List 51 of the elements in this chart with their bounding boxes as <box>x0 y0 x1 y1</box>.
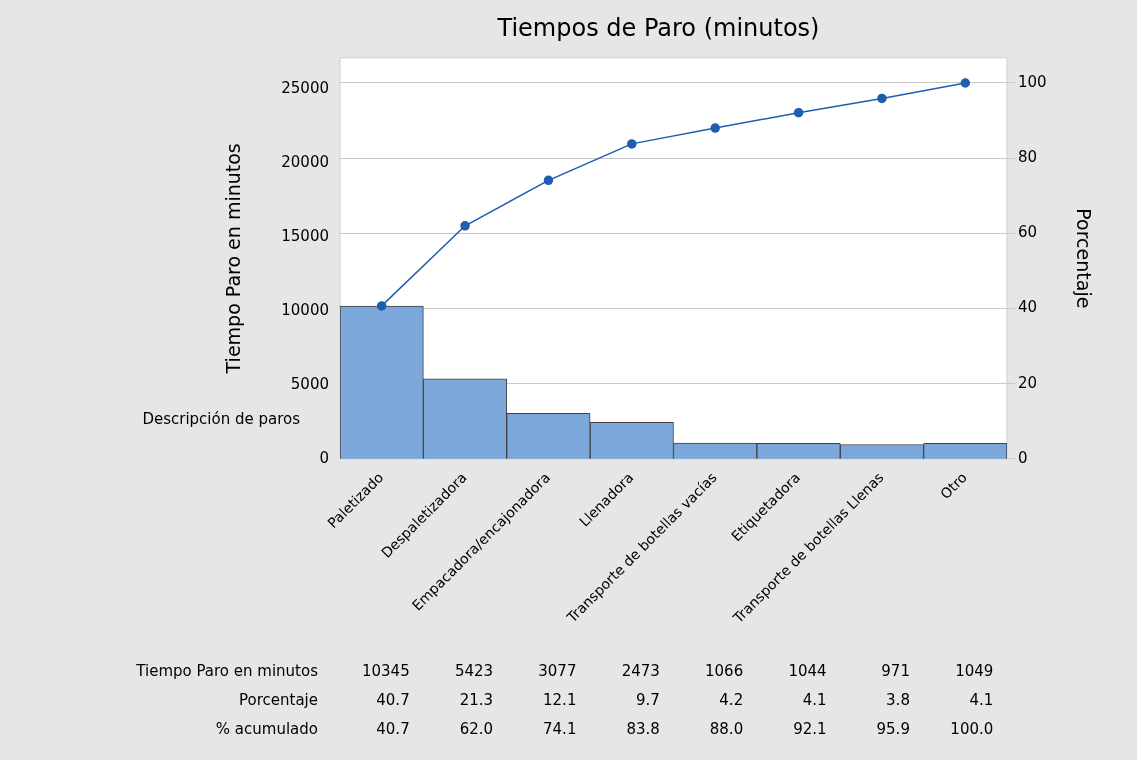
data-label: 1066 <box>705 661 744 680</box>
point <box>543 175 554 186</box>
data-label: 100.0 <box>950 719 994 738</box>
data-label: 95.9 <box>876 719 910 738</box>
point <box>460 221 470 231</box>
y2-tick-label: 60 <box>1018 223 1038 242</box>
y2-axis-title: Porcentaje <box>1072 208 1095 309</box>
y2-tick-label: 40 <box>1018 298 1038 317</box>
text: % acumulado <box>215 719 318 738</box>
text: 3.8 <box>886 690 910 709</box>
point <box>710 123 720 133</box>
data-label: 83.8 <box>626 719 660 738</box>
data-label: 92.1 <box>793 719 827 738</box>
y2-tick-label: 20 <box>1018 373 1038 392</box>
y2-tick-label: 80 <box>1018 148 1038 167</box>
y-tick-label: 15000 <box>281 227 329 246</box>
point <box>793 107 804 118</box>
text: Porcentaje <box>239 690 318 709</box>
data-label: 62.0 <box>459 719 494 738</box>
y-tick-label: 10000 <box>281 301 329 320</box>
y-tick-label: 0 <box>319 448 329 467</box>
data-label: 3077 <box>538 661 577 680</box>
data-label: 5423 <box>454 661 494 680</box>
point <box>376 301 387 311</box>
text: 4.1 <box>969 690 994 709</box>
y2-tick-label: 0 <box>1018 448 1028 467</box>
text: 12.1 <box>543 690 577 709</box>
data-label: 971 <box>881 661 910 680</box>
point <box>877 93 887 104</box>
y2-tick-label: 100 <box>1018 72 1047 91</box>
data-label: 1049 <box>955 661 994 680</box>
point <box>960 78 971 88</box>
text: 4.1 <box>802 690 827 709</box>
y-tick-label: 25000 <box>281 79 329 98</box>
chart-title: Tiempos de Paro (minutos) <box>496 13 820 42</box>
y-tick-label: 20000 <box>281 153 329 172</box>
data-label: 1044 <box>788 661 827 680</box>
text: 9.7 <box>635 690 660 709</box>
data-label: 88.0 <box>709 719 744 738</box>
text: 4.2 <box>719 690 744 709</box>
data-label: 74.1 <box>543 719 577 738</box>
y-axis-title: Tiempo Paro en minutos <box>222 143 245 375</box>
text: 40.7 <box>376 690 410 709</box>
data-label: 10345 <box>361 661 410 680</box>
data-label: 2473 <box>621 661 660 680</box>
y-tick-label: 5000 <box>290 374 329 393</box>
point <box>627 139 637 149</box>
text: Tiempo Paro en minutos <box>135 661 319 680</box>
x-axis-title: Descripción de paros <box>142 409 301 428</box>
text: 21.3 <box>459 690 494 709</box>
data-label: 40.7 <box>376 719 410 738</box>
